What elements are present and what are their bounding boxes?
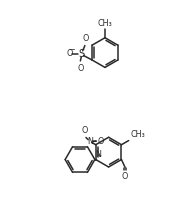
Text: O: O — [81, 126, 88, 135]
Text: O: O — [83, 34, 89, 43]
Text: O: O — [98, 137, 104, 146]
Text: N: N — [96, 150, 101, 159]
Text: O: O — [77, 64, 84, 73]
Text: N: N — [87, 137, 93, 146]
Text: +: + — [96, 153, 101, 158]
Text: O: O — [66, 49, 73, 58]
Text: CH₃: CH₃ — [98, 19, 112, 28]
Text: O: O — [122, 172, 128, 181]
Text: CH₃: CH₃ — [131, 130, 145, 139]
Text: S: S — [78, 49, 85, 59]
Text: −: − — [68, 45, 75, 54]
